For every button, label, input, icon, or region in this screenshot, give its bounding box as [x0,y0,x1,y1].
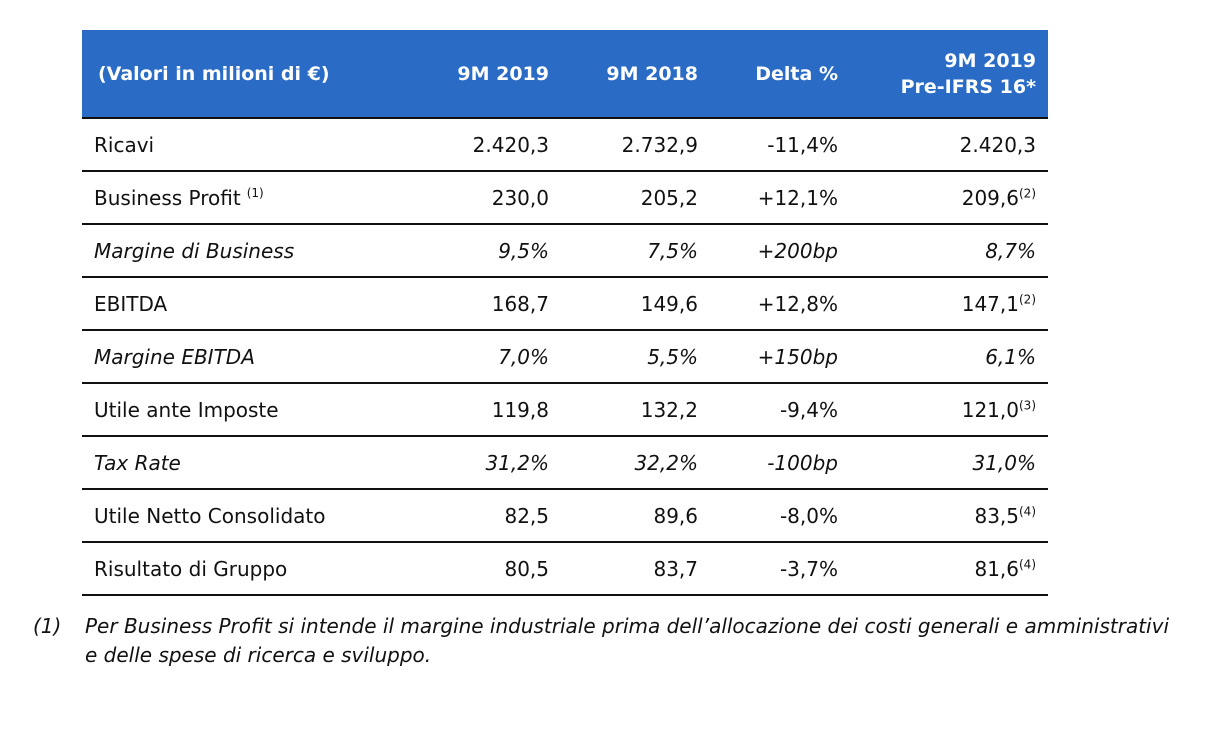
row-label: Utile Netto Consolidato [94,503,326,528]
cell-pre-ifrs: 31,0% [972,450,1036,475]
table-row-risultato-gruppo: Risultato di Gruppo 80,5 83,7 -3,7% 81,6… [82,543,1048,596]
row-label: Margine EBITDA [94,344,255,369]
cell-pre-ifrs: 121,0(3) [961,397,1036,422]
footnote-number: (1) [33,614,62,638]
header-delta: Delta % [755,62,838,85]
footnote-text: Per Business Profit si intende il margin… [85,614,1170,667]
row-label: Risultato di Gruppo [94,556,288,581]
footnote-ref: (2) [1019,185,1036,200]
table-row-tax-rate: Tax Rate 31,2% 32,2% -100bp 31,0% [82,437,1048,490]
cell-9m-2018: 7,5% [647,238,698,263]
cell-9m-2019: 7,0% [498,344,549,369]
footnote-ref: (4) [1019,503,1036,518]
cell-pre-ifrs: 147,1(2) [961,291,1036,316]
row-label: Utile ante Imposte [94,397,279,422]
cell-9m-2019: 230,0 [491,185,549,210]
cell-9m-2019: 9,5% [498,238,549,263]
cell-9m-2018: 2.732,9 [621,132,698,157]
cell-9m-2019: 82,5 [504,503,549,528]
cell-pre-ifrs: 8,7% [985,238,1036,263]
row-label: Tax Rate [94,450,181,475]
cell-pre-ifrs: 81,6(4) [974,556,1036,581]
cell-delta: -8,0% [779,503,838,528]
cell-pre-ifrs: 6,1% [985,344,1036,369]
header-pre-ifrs-line1: 9M 2019 [944,49,1036,72]
cell-pre-ifrs: 83,5(4) [974,503,1036,528]
cell-delta: -3,7% [779,556,838,581]
table-header: (Valori in milioni di €) 9M 2019 9M 2018… [82,30,1048,119]
cell-delta: +150bp [757,344,838,369]
cell-pre-ifrs: 209,6(2) [961,185,1036,210]
footnote-ref: (3) [1019,397,1036,412]
header-label: (Valori in milioni di €) [98,62,330,85]
cell-9m-2019: 31,2% [485,450,549,475]
row-label: Ricavi [94,132,155,157]
cell-9m-2018: 83,7 [653,556,698,581]
cell-delta: +12,1% [757,185,838,210]
cell-9m-2019: 168,7 [491,291,549,316]
row-label: Business Profit (1) [94,185,264,210]
cell-9m-2018: 5,5% [647,344,698,369]
cell-delta: +12,8% [757,291,838,316]
table-row-utile-netto: Utile Netto Consolidato 82,5 89,6 -8,0% … [82,490,1048,543]
footnote-ref: (1) [246,185,264,200]
row-label: EBITDA [94,291,168,316]
row-label: Margine di Business [94,238,295,263]
cell-delta: -11,4% [767,132,838,157]
table-row-business-profit: Business Profit (1) 230,0 205,2 +12,1% 20… [82,172,1048,225]
table-row-margine-ebitda: Margine EBITDA 7,0% 5,5% +150bp 6,1% [82,331,1048,384]
cell-9m-2018: 132,2 [640,397,698,422]
table-row-ricavi: Ricavi 2.420,3 2.732,9 -11,4% 2.420,3 [82,119,1048,172]
table-row-margine-business: Margine di Business 9,5% 7,5% +200bp 8,7… [82,225,1048,278]
footnote: (1) Per Business Profit si intende il ma… [33,612,1173,670]
header-9m-2019: 9M 2019 [457,62,549,85]
header-pre-ifrs-line2: Pre-IFRS 16* [900,75,1036,98]
cell-9m-2019: 2.420,3 [472,132,549,157]
cell-9m-2018: 32,2% [634,450,698,475]
cell-9m-2019: 119,8 [491,397,549,422]
cell-delta: +200bp [757,238,838,263]
cell-9m-2018: 205,2 [640,185,698,210]
cell-9m-2019: 80,5 [504,556,549,581]
cell-pre-ifrs: 2.420,3 [959,132,1036,157]
financial-table: (Valori in milioni di €) 9M 2019 9M 2018… [82,30,1048,596]
footnote-ref: (4) [1019,556,1036,571]
footnote-ref: (2) [1019,291,1036,306]
table-row-utile-ante-imposte: Utile ante Imposte 119,8 132,2 -9,4% 121… [82,384,1048,437]
cell-9m-2018: 89,6 [653,503,698,528]
cell-delta: -100bp [767,450,838,475]
cell-delta: -9,4% [779,397,838,422]
header-9m-2018: 9M 2018 [606,62,698,85]
table-row-ebitda: EBITDA 168,7 149,6 +12,8% 147,1(2) [82,278,1048,331]
header-pre-ifrs: 9M 2019 Pre-IFRS 16* [838,48,1036,100]
cell-9m-2018: 149,6 [640,291,698,316]
